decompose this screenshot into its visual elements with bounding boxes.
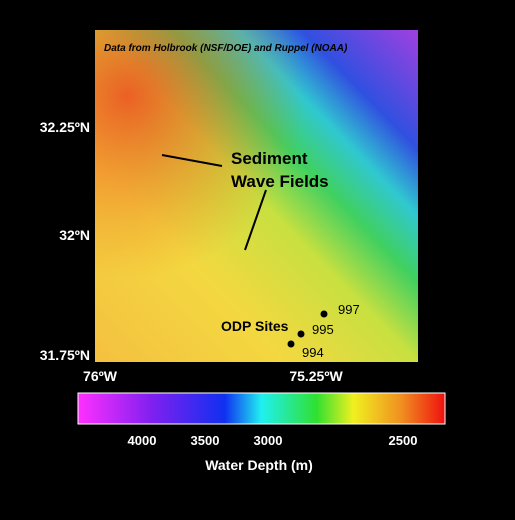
lon-label: 76ºW: [83, 368, 118, 384]
colorbar-tick-label: 4000: [128, 433, 157, 448]
site-dot: [287, 340, 295, 348]
lon-label: 75.25ºW: [289, 368, 343, 384]
pointer-line: [161, 154, 223, 167]
lat-label: 32.25ºN: [40, 119, 90, 135]
colorbar-tick-label: 3500: [191, 433, 220, 448]
sites-label: ODP Sites: [221, 318, 289, 334]
lat-label: 31.75ºN: [40, 347, 90, 363]
colorbar-tick-label: 2500: [389, 433, 418, 448]
colorbar-label: Water Depth (m): [205, 457, 313, 473]
site-dot: [297, 330, 305, 338]
site-label: 995: [312, 322, 334, 337]
annotation: Sediment: [231, 149, 308, 168]
colorbar-ticks: 4000 3500 3000 2500: [128, 433, 418, 448]
site-label: 997: [338, 302, 360, 317]
credit: Data from Holbrook (NSF/DOE) and Ruppel …: [104, 43, 348, 54]
map: Data from Holbrook (NSF/DOE) and Ruppel …: [95, 30, 418, 362]
bathymetry-shade: [95, 30, 418, 362]
pointer-line: [244, 189, 267, 251]
colorbar-tick-label: 3000: [254, 433, 283, 448]
colorbar: [77, 392, 446, 425]
annotation: Wave Fields: [231, 172, 329, 191]
site-label: 994: [302, 345, 324, 360]
site-dot: [320, 310, 328, 318]
lat-label: 32ºN: [59, 227, 90, 243]
